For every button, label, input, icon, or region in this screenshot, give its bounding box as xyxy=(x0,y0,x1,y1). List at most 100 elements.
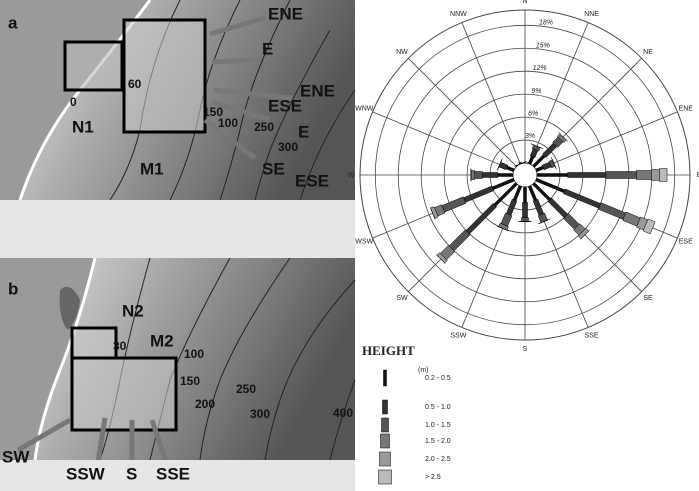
depth-label: 100 xyxy=(184,347,204,361)
depth-label: 60 xyxy=(128,77,142,91)
direction-label: SSW xyxy=(450,333,466,340)
depth-label: 300 xyxy=(250,407,270,421)
bar-segment xyxy=(436,254,446,264)
r-tick-label: 12% xyxy=(533,65,547,72)
map-a: a N1 M1 ENE E ENE ESE E SE ESE 0 60 150 … xyxy=(0,0,356,201)
gap xyxy=(0,200,355,258)
site-label: M1 xyxy=(140,159,164,178)
legend-label: 0.5 - 1.0 xyxy=(425,404,451,411)
legend-label: 1.5 - 2.0 xyxy=(425,438,451,445)
bar-segment xyxy=(542,142,558,158)
panel-label: b xyxy=(8,279,18,298)
depth-label: 0 xyxy=(70,95,77,109)
spoke xyxy=(529,22,589,165)
direction-label: ENE xyxy=(300,81,335,100)
bar-segment xyxy=(598,202,627,220)
site-box xyxy=(122,18,207,134)
depth-label: 400 xyxy=(333,406,353,420)
spoke xyxy=(535,111,678,171)
direction-label: SSE xyxy=(156,464,190,483)
map-b: b N2 M2 SW SSW S SSE 30 100 150 200 250 … xyxy=(0,257,356,491)
legend-label: 2.0 - 2.5 xyxy=(425,456,451,463)
bar-segment xyxy=(527,155,535,165)
direction-label: NE xyxy=(643,49,653,56)
r-tick-label: 18% xyxy=(539,20,553,27)
bar-segment xyxy=(506,198,518,216)
depth-label: 150 xyxy=(203,105,223,119)
bar-segment xyxy=(482,172,498,178)
bar-segment xyxy=(535,165,545,173)
direction-label: ESE xyxy=(295,171,329,190)
legend-label: > 2.5 xyxy=(425,474,441,481)
direction-label: NNE xyxy=(584,11,599,18)
bar-segment xyxy=(448,229,471,252)
direction-label: E xyxy=(262,39,273,58)
spoke xyxy=(461,22,521,165)
bar-segment xyxy=(514,161,527,167)
direction-label: SW xyxy=(396,295,408,302)
reef xyxy=(59,286,80,330)
site-label: N2 xyxy=(122,301,144,320)
legend-unit: (m) xyxy=(418,367,429,374)
direction-label: N xyxy=(522,0,527,5)
bar-segment xyxy=(470,170,475,180)
bar-segment xyxy=(551,156,557,170)
rose: HEIGHT (m) 3% 6% 9% 12% 15% 18% N NNE NE ENE E ESE S… xyxy=(348,0,699,485)
direction-label: SSW xyxy=(66,464,106,483)
direction-label: ENE xyxy=(679,105,694,112)
direction-label: ESE xyxy=(268,96,302,115)
bar-segment xyxy=(521,217,529,222)
site-box xyxy=(63,40,124,92)
bar-segment xyxy=(532,198,544,216)
panel-label: a xyxy=(8,13,18,32)
bar-segment xyxy=(642,218,656,235)
bar-segment xyxy=(659,168,668,182)
land xyxy=(0,0,150,200)
r-tick-label: 3% xyxy=(525,133,535,140)
bar-segment xyxy=(497,158,503,171)
legend-swatch xyxy=(380,433,390,449)
depth-label: 250 xyxy=(254,120,274,134)
legend-label: 1.0 - 1.5 xyxy=(425,422,451,429)
legend-swatch xyxy=(378,469,392,485)
bar-segment xyxy=(651,169,660,181)
direction-label: ENE xyxy=(268,4,303,23)
spoke xyxy=(408,58,517,167)
direction-label: W xyxy=(348,172,355,179)
bar-segment xyxy=(523,186,527,203)
site-label: M2 xyxy=(150,331,174,350)
bar-segment xyxy=(567,172,607,178)
direction-label: SE xyxy=(643,295,653,302)
direction-label: S xyxy=(126,464,137,483)
site-label: N1 xyxy=(72,117,94,136)
bar-segment xyxy=(505,165,515,173)
bar-segment xyxy=(547,197,569,219)
legend-swatch xyxy=(383,369,387,387)
coast xyxy=(33,257,97,461)
legend-title: HEIGHT xyxy=(362,343,415,358)
depth-label: 200 xyxy=(195,397,215,411)
bar-segment xyxy=(429,207,436,220)
direction-label: SE xyxy=(262,159,285,178)
bar-segment xyxy=(580,230,590,240)
direction-label: S xyxy=(523,346,528,353)
legend-swatch xyxy=(381,417,389,433)
direction-label: E xyxy=(298,122,309,141)
bar-segment xyxy=(496,225,509,232)
bar-segment xyxy=(474,171,483,179)
depth-label: 300 xyxy=(278,140,298,154)
bar-segment xyxy=(530,143,544,149)
r-tick-label: 9% xyxy=(531,88,541,95)
site-box xyxy=(70,326,118,360)
direction-label: ESE xyxy=(679,238,693,245)
bar-segment xyxy=(465,203,497,235)
bar-segment xyxy=(538,218,551,225)
depth-label: 30 xyxy=(113,339,127,353)
bar-segment xyxy=(497,173,514,177)
direction-label: WSW xyxy=(355,238,373,245)
depth-label: 150 xyxy=(180,374,200,388)
legend-label: 0.2 - 0.5 xyxy=(425,375,451,382)
direction-label: NNW xyxy=(450,11,467,18)
r-tick-label: 6% xyxy=(528,111,538,118)
